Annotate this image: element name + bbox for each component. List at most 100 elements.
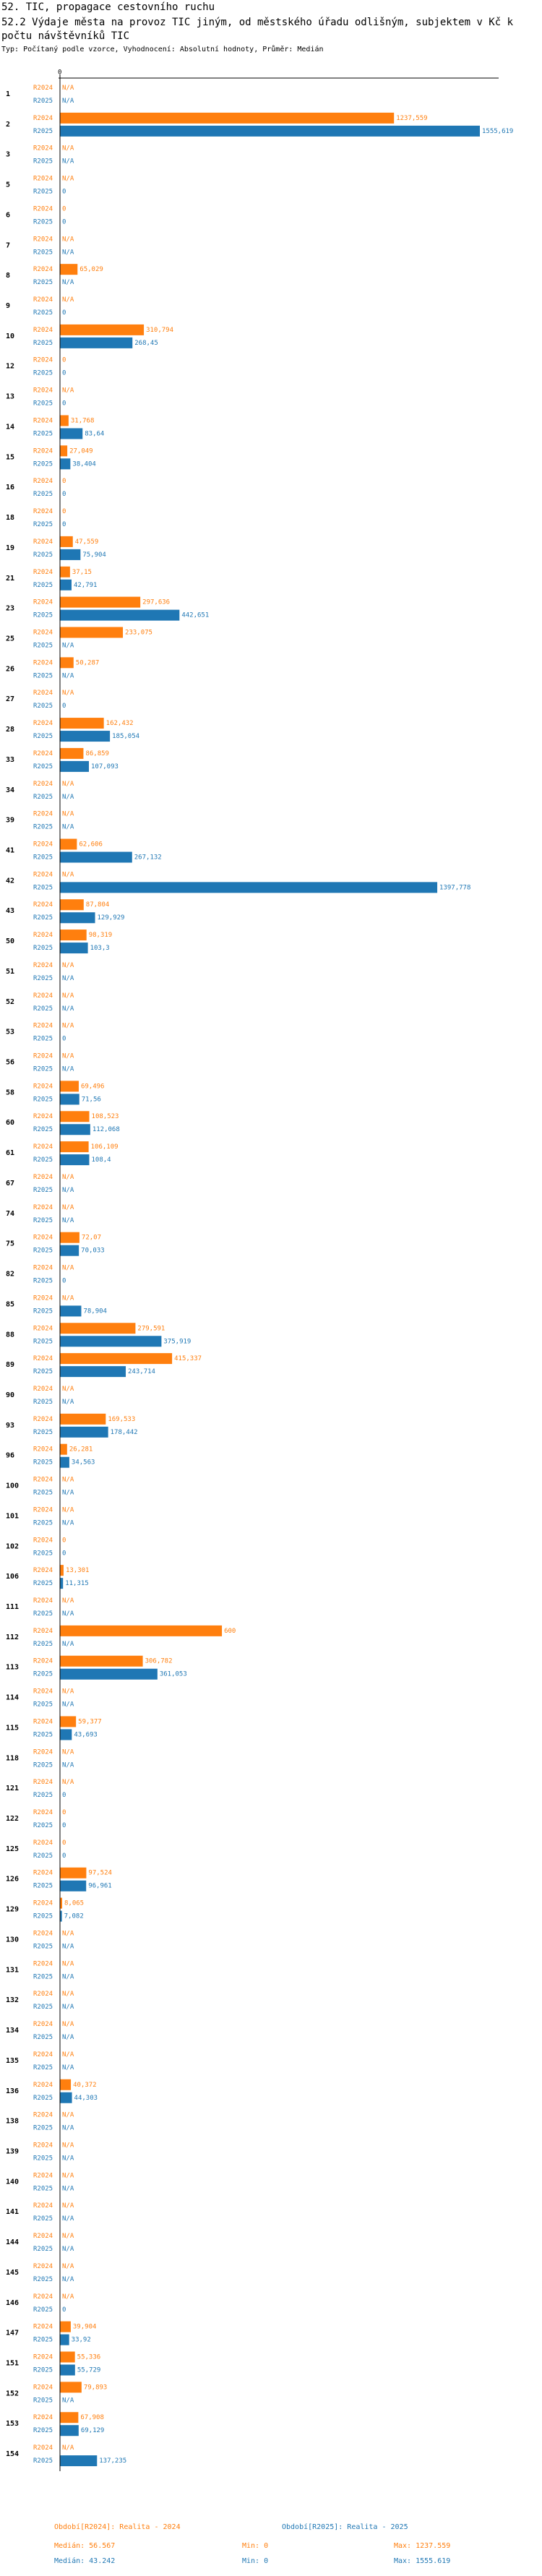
row-id-label: 114 [6, 1694, 19, 1702]
value-label-r2024: 306,782 [145, 1658, 173, 1665]
value-label-r2025: 75,904 [82, 551, 106, 559]
bar-r2024 [60, 838, 77, 850]
series-label-r2025: R2025 [33, 1187, 53, 1194]
value-label-r2025: N/A [62, 158, 74, 166]
series-label-r2024: R2024 [33, 447, 53, 455]
row-id-label: 19 [6, 544, 14, 552]
legend-r2024-max: Max: 1237.559 [394, 2542, 451, 2550]
series-label-r2024: R2024 [33, 841, 53, 849]
value-label-r2024: 86,859 [85, 750, 109, 757]
series-label-r2024: R2024 [33, 417, 53, 424]
value-label-r2024: N/A [62, 296, 74, 304]
series-label-r2024: R2024 [33, 659, 53, 666]
value-label-r2025: N/A [62, 1005, 74, 1013]
value-label-r2025: N/A [62, 2155, 74, 2162]
series-label-r2024: R2024 [33, 1235, 53, 1242]
value-label-r2024: N/A [62, 2444, 74, 2452]
value-label-r2024: 108,523 [92, 1113, 119, 1120]
value-label-r2024: 47,559 [75, 538, 99, 546]
series-label-r2024: R2024 [33, 1265, 53, 1272]
value-label-r2025: N/A [62, 1701, 74, 1709]
series-label-r2024: R2024 [33, 1870, 53, 1877]
row-id-label: 3 [6, 151, 10, 159]
bar-r2024 [60, 899, 84, 911]
value-label-r2024: N/A [62, 690, 74, 697]
value-label-r2024: N/A [62, 2263, 74, 2270]
series-label-r2024: R2024 [33, 1809, 53, 1816]
bar-r2025 [60, 2334, 69, 2345]
value-label-r2025: 129,929 [98, 914, 125, 922]
series-label-r2025: R2025 [33, 249, 53, 256]
series-label-r2024: R2024 [33, 1930, 53, 1937]
value-label-r2024: N/A [62, 1748, 74, 1756]
row-id-label: 6 [6, 211, 10, 219]
row-id-label: 145 [6, 2269, 19, 2277]
value-label-r2025: 375,919 [163, 1338, 191, 1345]
row-id-label: 130 [6, 1936, 19, 1944]
series-label-r2025: R2025 [33, 703, 53, 710]
bar-r2025 [60, 943, 88, 954]
bar-r2024 [60, 1625, 223, 1636]
series-label-r2025: R2025 [33, 370, 53, 377]
series-label-r2024: R2024 [33, 720, 53, 727]
value-label-r2024: N/A [62, 1991, 74, 1998]
series-label-r2024: R2024 [33, 1386, 53, 1393]
row-id-label: 88 [6, 1331, 14, 1339]
row-id-label: 34 [6, 786, 14, 794]
series-label-r2025: R2025 [33, 2064, 53, 2071]
series-label-r2025: R2025 [33, 1610, 53, 1618]
bar-r2024 [60, 1716, 77, 1727]
series-label-r2025: R2025 [33, 854, 53, 862]
row-id-label: 13 [6, 393, 14, 401]
bar-r2025 [60, 1668, 158, 1680]
series-label-r2025: R2025 [33, 582, 53, 589]
series-label-r2025: R2025 [33, 491, 53, 498]
series-label-r2024: R2024 [33, 1567, 53, 1574]
bar-r2024 [60, 1867, 87, 1879]
bar-r2025 [60, 1456, 69, 1468]
row-id-label: 18 [6, 514, 14, 522]
value-label-r2024: 0 [62, 357, 66, 364]
series-label-r2024: R2024 [33, 115, 53, 122]
bar-r2024 [60, 1897, 63, 1909]
legend-r2025-min: Min: 0 [242, 2557, 269, 2565]
row-id-label: 132 [6, 1996, 19, 2004]
value-label-r2025: N/A [62, 975, 74, 982]
row-id-label: 14 [6, 423, 14, 431]
value-label-r2025: N/A [62, 642, 74, 649]
value-label-r2025: N/A [62, 1066, 74, 1073]
value-label-r2024: 0 [62, 508, 66, 515]
value-label-r2024: 69,496 [81, 1083, 105, 1090]
value-label-r2024: N/A [62, 145, 74, 153]
value-label-r2024: N/A [62, 781, 74, 788]
series-label-r2024: R2024 [33, 387, 53, 395]
series-label-r2025: R2025 [33, 2185, 53, 2192]
value-label-r2024: 0 [62, 478, 66, 485]
value-label-r2025: 83,64 [85, 430, 104, 437]
series-label-r2025: R2025 [33, 1066, 53, 1073]
bar-r2025 [60, 760, 89, 772]
value-label-r2025: 268,45 [134, 340, 158, 347]
bar-r2024 [60, 1443, 67, 1455]
value-label-r2024: 59,377 [78, 1718, 102, 1725]
value-label-r2024: N/A [62, 2142, 74, 2149]
row-id-label: 144 [6, 2238, 19, 2246]
bar-r2025 [60, 125, 480, 137]
value-label-r2024: N/A [62, 811, 74, 818]
row-id-label: 43 [6, 907, 14, 915]
value-label-r2025: N/A [62, 1217, 74, 1224]
row-id-label: 15 [6, 453, 14, 461]
series-label-r2024: R2024 [33, 781, 53, 788]
row-id-label: 7 [6, 241, 10, 249]
bar-r2024 [60, 566, 70, 578]
row-id-label: 25 [6, 635, 14, 643]
value-label-r2025: 108,4 [91, 1156, 111, 1164]
series-label-r2025: R2025 [33, 2034, 53, 2041]
series-label-r2024: R2024 [33, 569, 53, 576]
row-id-label: 26 [6, 665, 14, 673]
value-label-r2024: 65,029 [79, 266, 103, 273]
series-label-r2025: R2025 [33, 1913, 53, 1920]
value-label-r2025: N/A [62, 1761, 74, 1769]
bar-r2024 [60, 1232, 79, 1243]
value-label-r2024: 40,372 [73, 2082, 97, 2089]
